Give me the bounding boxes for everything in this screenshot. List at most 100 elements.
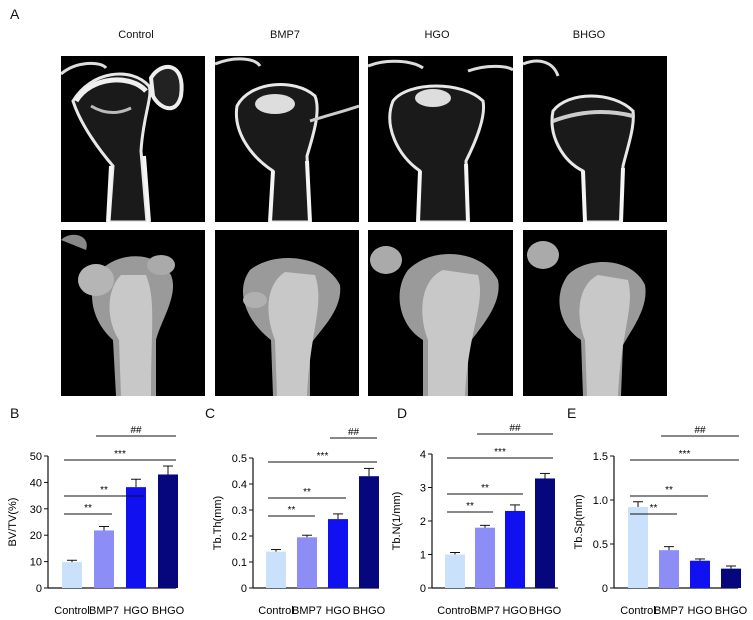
y-tick-label: 0.5 <box>593 539 608 551</box>
y-tick-label: 0.4 <box>232 479 247 491</box>
bar-hgo <box>690 560 710 588</box>
y-tick-label: 3 <box>420 483 426 495</box>
category-label: BMP7 <box>470 605 500 617</box>
y-tick-label: 50 <box>30 451 42 463</box>
panel-label-e: E <box>567 405 577 421</box>
category-label: BHGO <box>152 605 185 617</box>
y-tick-label: 0.5 <box>232 453 247 465</box>
significance-label: ** <box>481 483 489 494</box>
bar-bhgo <box>535 478 555 588</box>
category-label: Control <box>54 605 89 617</box>
bar-bmp7 <box>94 530 114 588</box>
y-axis-label: Tb.Sp(mm) <box>573 495 585 550</box>
chart-tb-th: 0 0.1 0.2 0.3 0.4 0.5 Tb.Th(mm) Control BMP7 HGO B… <box>195 420 390 617</box>
ct-section-hgo <box>368 56 513 222</box>
ct-3d-hgo <box>368 230 513 396</box>
significance-label: ** <box>303 487 311 498</box>
category-label: HGO <box>325 605 351 617</box>
y-tick-label: 2 <box>420 516 426 528</box>
bone-section-image <box>215 57 359 222</box>
bone-3d-image <box>61 234 175 396</box>
category-label: BMP7 <box>654 605 684 617</box>
y-tick-label: 4 <box>420 449 426 461</box>
chart-bv-tv: 0 10 20 30 40 50 BV/TV(%) Control BMP7 HGO BHGO ** *… <box>0 420 195 617</box>
y-tick-label: 30 <box>30 504 42 516</box>
ct-3d-bhgo <box>523 230 667 396</box>
y-tick-label: 1.0 <box>593 495 608 507</box>
category-label: HGO <box>687 605 713 617</box>
bar-control <box>266 551 286 588</box>
category-label: BHGO <box>715 605 748 617</box>
ct-section-bhgo <box>523 56 667 222</box>
ct-section-bmp7 <box>215 56 359 222</box>
ct-section-control <box>61 56 205 222</box>
category-label: Control <box>437 605 472 617</box>
category-label: HGO <box>502 605 528 617</box>
bar-bhgo <box>359 476 379 588</box>
panel-label-b: B <box>10 405 20 421</box>
y-tick-label: 0.3 <box>232 505 247 517</box>
bar-bhgo <box>158 474 178 588</box>
bar-hgo <box>328 519 348 588</box>
y-tick-label: 0 <box>602 583 608 595</box>
significance-label: *** <box>114 449 126 460</box>
bar-bmp7 <box>475 527 495 588</box>
bar-control <box>628 507 648 588</box>
panel-label-d: D <box>397 405 408 421</box>
bar-control <box>62 562 82 588</box>
y-tick-label: 1.5 <box>593 451 608 463</box>
significance-label: ** <box>100 485 108 496</box>
y-tick-label: 0 <box>36 583 42 595</box>
category-label: HGO <box>123 605 149 617</box>
y-tick-label: 1 <box>420 550 426 562</box>
panel-label-c: C <box>205 405 216 421</box>
y-tick-label: 20 <box>30 530 42 542</box>
bar-hgo <box>126 487 146 588</box>
significance-label: ** <box>665 485 673 496</box>
y-axis-label: Tb.N(1/mm) <box>391 492 403 551</box>
panel-label-a: A <box>10 6 20 22</box>
bar-bmp7 <box>659 550 679 588</box>
y-tick-label: 0.2 <box>232 531 247 543</box>
significance-label: ## <box>694 425 706 436</box>
y-tick-label: 40 <box>30 477 42 489</box>
category-label: BMP7 <box>89 605 119 617</box>
bone-3d-image <box>527 241 646 396</box>
ct-3d-bmp7 <box>215 230 359 396</box>
significance-label: ** <box>650 503 658 514</box>
significance-label: *** <box>679 449 691 460</box>
significance-label: *** <box>494 447 506 458</box>
significance-label: ** <box>84 503 92 514</box>
bar-control <box>445 554 465 588</box>
bar-hgo <box>505 510 525 588</box>
significance-label: ## <box>348 427 360 438</box>
ct-3d-control <box>61 230 205 396</box>
significance-label: ## <box>130 425 142 436</box>
bone-section-image <box>61 61 184 222</box>
column-label-control: Control <box>118 29 154 41</box>
y-tick-label: 0 <box>241 583 247 595</box>
column-label-bhgo: BHGO <box>572 29 606 41</box>
bone-3d-image <box>370 246 499 396</box>
category-label: BMP7 <box>292 605 322 617</box>
bar-bhgo <box>721 568 741 588</box>
bone-section-image <box>368 59 513 222</box>
y-tick-label: 10 <box>30 557 42 569</box>
bar-bmp7 <box>297 537 317 588</box>
bone-3d-image <box>242 258 341 396</box>
significance-label: ** <box>288 505 296 516</box>
y-axis-label: Tb.Th(mm) <box>212 496 224 550</box>
category-label: Control <box>620 605 655 617</box>
chart-tb-sp: 0 0.5 1.0 1.5 Tb.Sp(mm) Control BMP7 HGO BHGO ** *… <box>562 420 753 617</box>
category-label: Control <box>258 605 293 617</box>
significance-label: ## <box>509 423 521 434</box>
column-label-hgo: HGO <box>424 29 450 41</box>
bone-section-image <box>523 59 635 222</box>
category-label: BHGO <box>353 605 386 617</box>
y-tick-label: 0 <box>420 583 426 595</box>
column-label-bmp7: BMP7 <box>270 29 300 41</box>
